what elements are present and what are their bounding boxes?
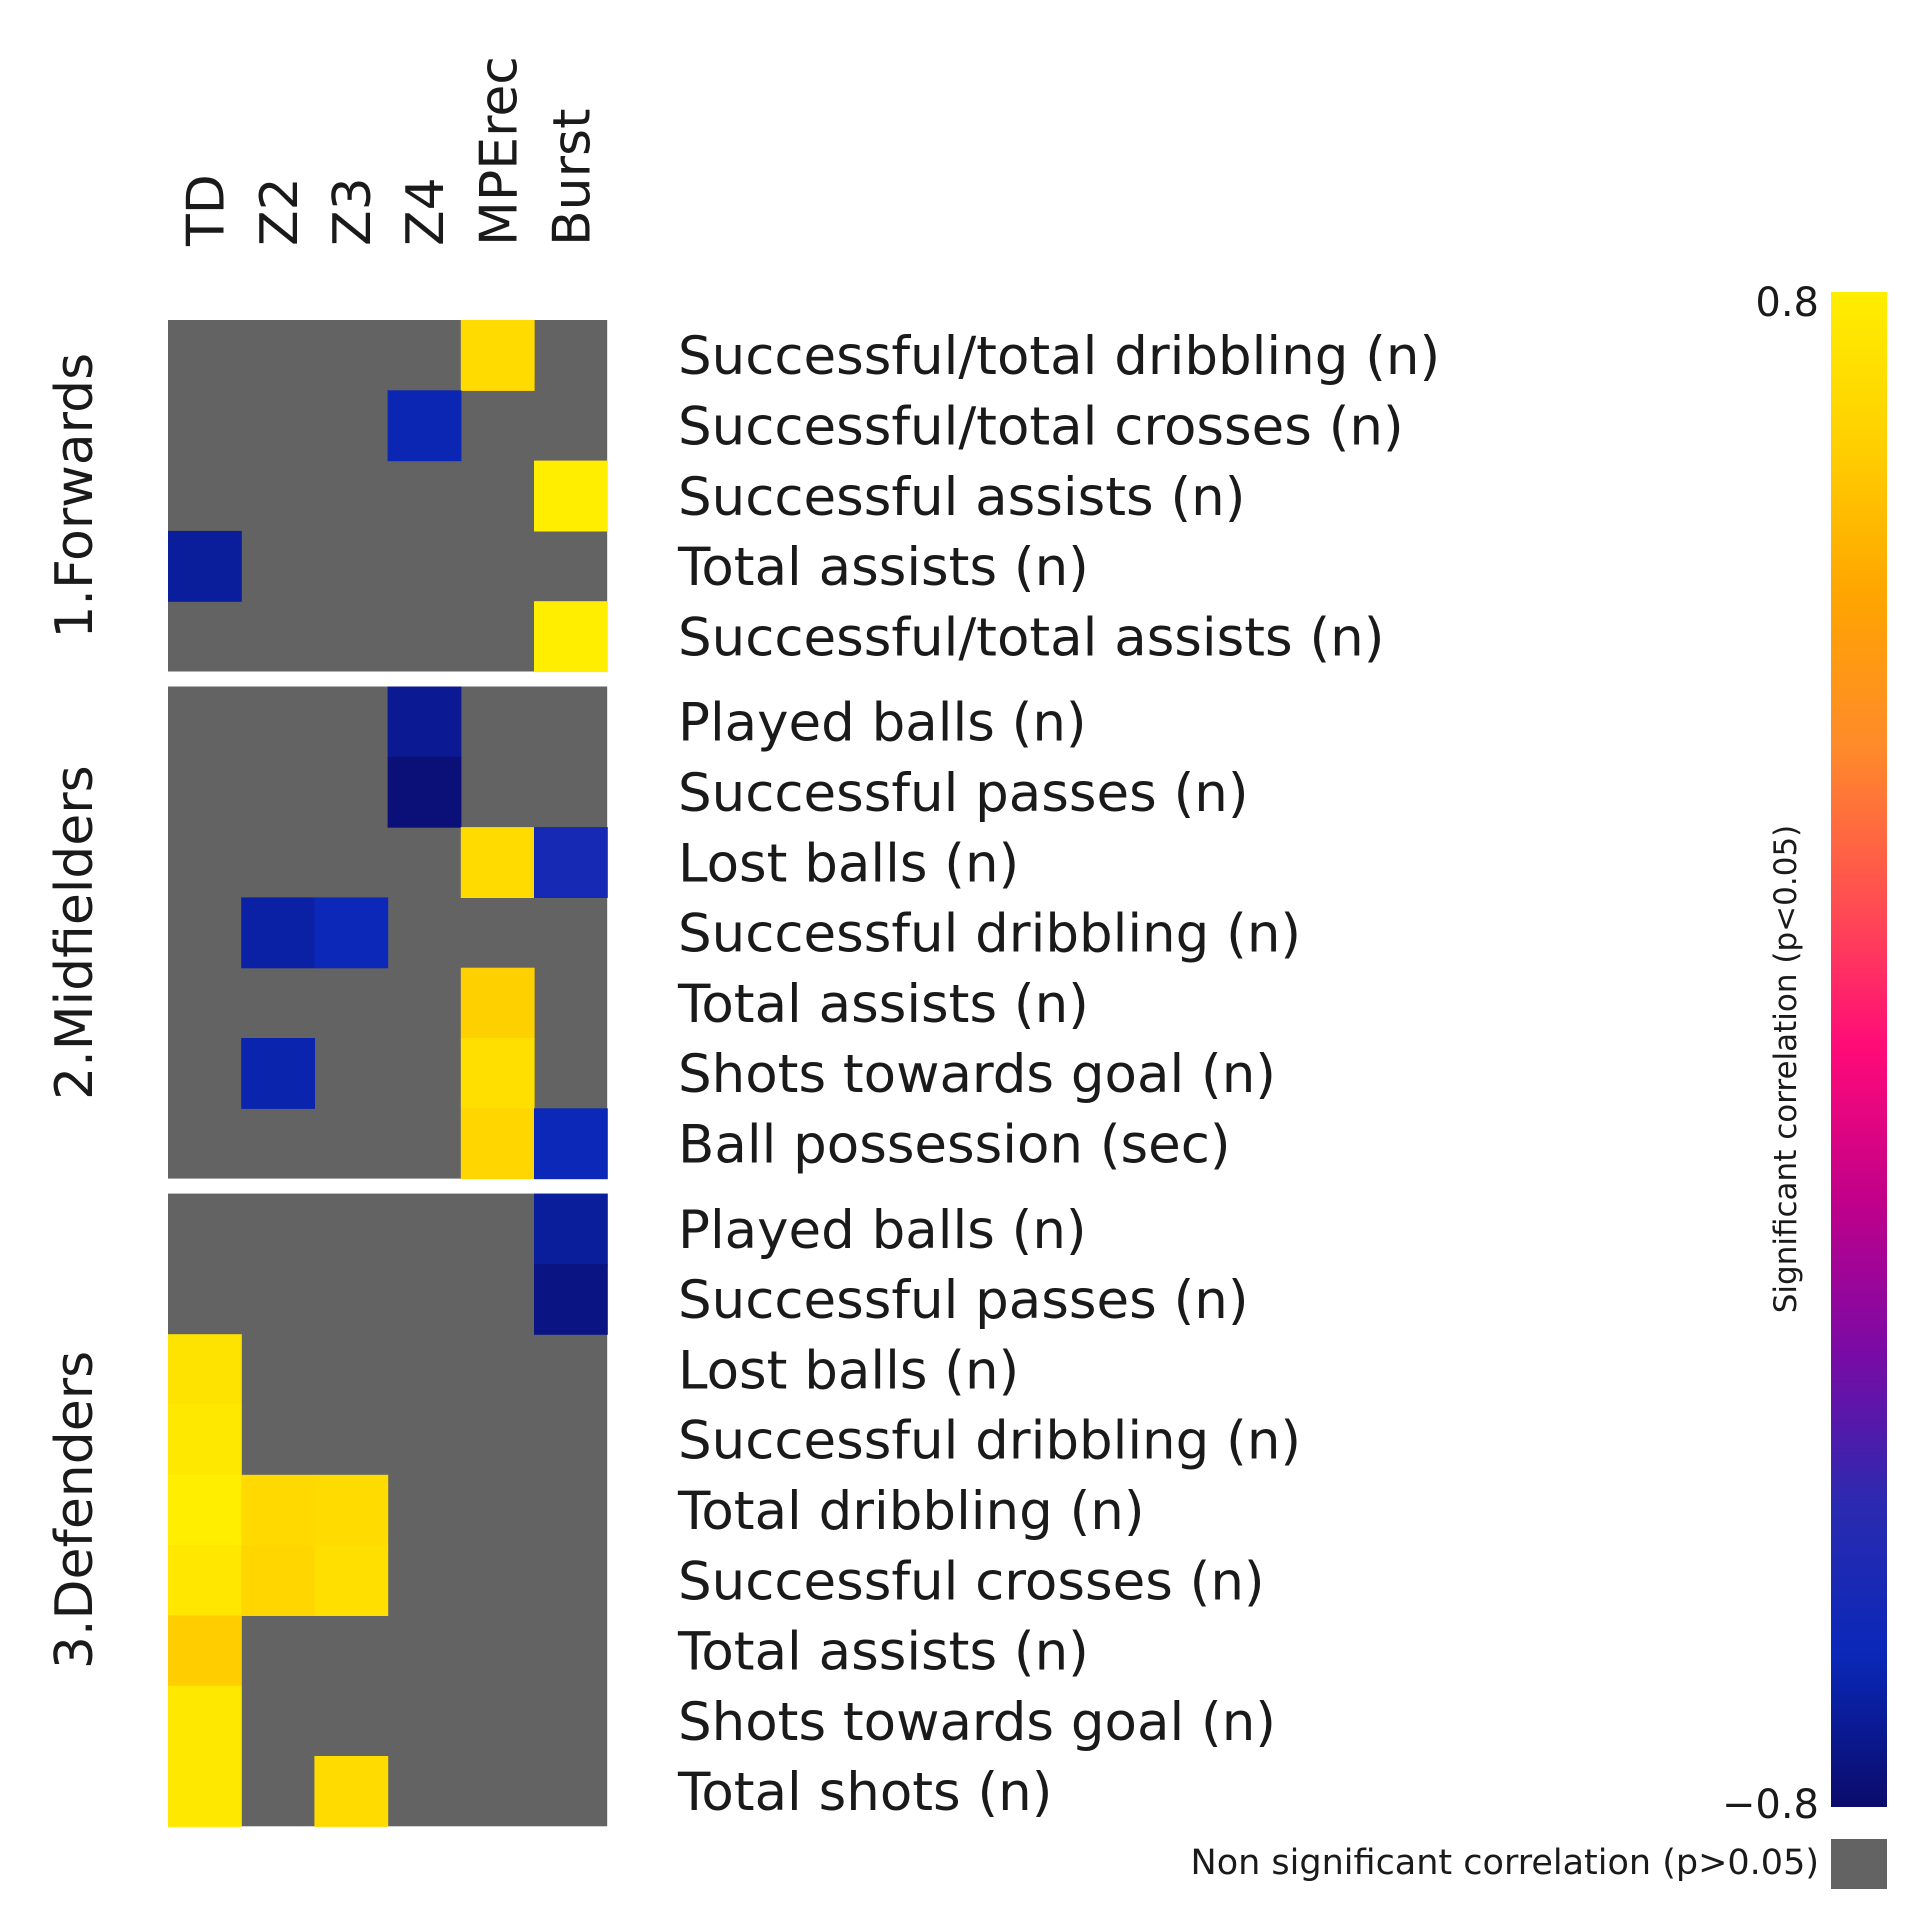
- heatmap-cell: [168, 530, 242, 602]
- colorbar-title: Significant correlation (p<0.05): [1768, 825, 1804, 1314]
- row-label: Played balls (n): [678, 693, 1087, 754]
- row-label: Total assists (n): [677, 537, 1089, 598]
- row-labels: Successful/total dribbling (n) Successful…: [677, 326, 1440, 1823]
- row-label: Shots towards goal (n): [678, 1692, 1276, 1753]
- row-label: Total shots (n): [677, 1762, 1052, 1823]
- group-label: 3.Defenders: [45, 1351, 105, 1669]
- group-label: 2.Midfielders: [45, 765, 105, 1100]
- heatmap-cell: [460, 1108, 535, 1180]
- heatmap-cell: [241, 1038, 315, 1109]
- heatmap-cell: [460, 320, 535, 391]
- row-label: Lost balls (n): [678, 833, 1019, 894]
- column-label: Z3: [323, 177, 383, 246]
- column-label: Z4: [396, 177, 456, 246]
- group-label: 1.Forwards: [45, 353, 105, 639]
- row-label: Ball possession (sec): [678, 1114, 1231, 1175]
- colorbar-tick-min: −0.8: [1722, 1782, 1819, 1828]
- heatmap-cell: [534, 827, 608, 898]
- row-label: Successful passes (n): [678, 763, 1249, 824]
- heatmap-cell: [168, 1756, 242, 1827]
- heatmap-cell: [314, 897, 389, 969]
- row-label: Successful dribbling (n): [678, 1411, 1301, 1472]
- heatmap-cell: [241, 1474, 315, 1546]
- column-label: Burst: [543, 109, 603, 247]
- heatmap-cell: [168, 1404, 242, 1476]
- heatmap-cell: [387, 686, 462, 758]
- heatmap-cell: [241, 1545, 315, 1616]
- row-label: Successful/total crosses (n): [678, 396, 1404, 457]
- row-label: Shots towards goal (n): [678, 1044, 1276, 1105]
- heatmap-cell: [168, 1685, 242, 1757]
- heatmap-cells: [168, 320, 608, 1827]
- heatmap-cell: [534, 460, 608, 532]
- heatmap-cell: [460, 967, 535, 1039]
- row-label: Played balls (n): [678, 1200, 1087, 1261]
- heatmap-cell: [534, 601, 608, 673]
- heatmap-cell: [314, 1756, 389, 1827]
- row-label: Successful passes (n): [678, 1270, 1249, 1331]
- heatmap-cell: [534, 1263, 608, 1335]
- row-label: Successful crosses (n): [678, 1551, 1265, 1612]
- column-labels: TD Z2 Z3 Z4 MPErec Burst: [177, 56, 603, 247]
- heatmap-cell: [314, 1545, 389, 1616]
- heatmap-cell: [460, 827, 535, 898]
- nonsig-legend-swatch: [1831, 1839, 1887, 1889]
- colorbar-tick-max: 0.8: [1755, 280, 1819, 326]
- row-label: Successful/total assists (n): [678, 607, 1384, 668]
- colorbar: [1831, 292, 1887, 1807]
- row-label: Lost balls (n): [678, 1340, 1019, 1401]
- row-label: Successful assists (n): [678, 467, 1245, 528]
- column-label: TD: [177, 174, 237, 247]
- column-label: MPErec: [469, 56, 529, 246]
- nonsig-legend-label: Non significant correlation (p>0.05): [1191, 1843, 1819, 1883]
- group-labels: 1.Forwards 2.Midfielders 3.Defenders: [45, 353, 105, 1669]
- heatmap-cell: [460, 1038, 535, 1109]
- row-label: Total dribbling (n): [677, 1481, 1145, 1542]
- heatmap-cell: [534, 1108, 608, 1180]
- heatmap-cell: [168, 1545, 242, 1616]
- heatmap-cell: [314, 1474, 389, 1546]
- heatmap-cell: [168, 1474, 242, 1546]
- heatmap-cell: [168, 1334, 242, 1406]
- heatmap-cell: [241, 897, 315, 969]
- heatmap-cell: [168, 1615, 242, 1687]
- heatmap-cell: [387, 756, 462, 828]
- column-label: Z2: [250, 177, 310, 246]
- row-label: Successful dribbling (n): [678, 904, 1301, 965]
- row-label: Successful/total dribbling (n): [678, 326, 1440, 387]
- heatmap-cell: [387, 390, 462, 462]
- row-label: Total assists (n): [677, 1622, 1089, 1683]
- row-label: Total assists (n): [677, 974, 1089, 1035]
- heatmap-cell: [534, 1193, 608, 1265]
